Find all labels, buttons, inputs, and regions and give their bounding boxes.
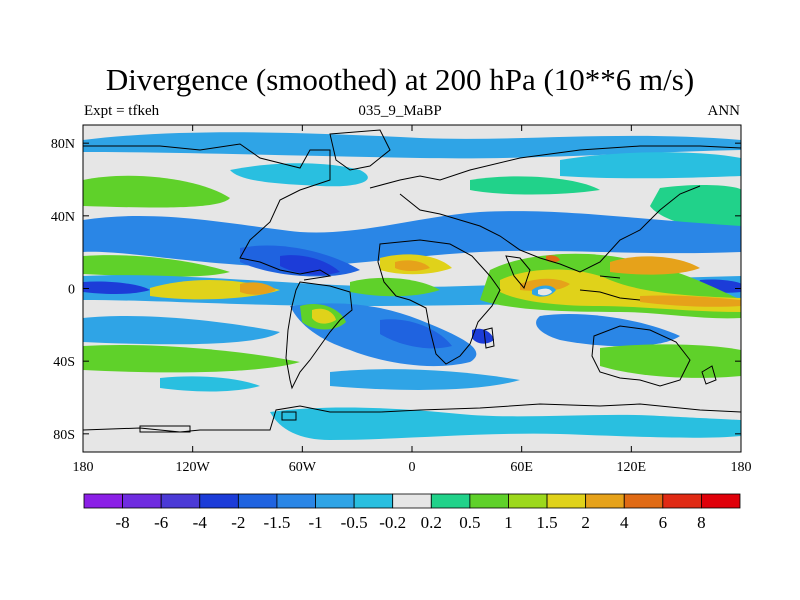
contour-band (230, 163, 368, 187)
contour-band (350, 277, 440, 297)
coastline-africa (377, 239, 501, 365)
colorbar-swatch (392, 493, 432, 509)
coastline-india (505, 255, 531, 290)
coastline-islands-south (139, 411, 297, 433)
colorbar-label: 1.5 (536, 513, 557, 532)
map-title: Divergence (smoothed) at 200 hPa (10**6 … (105, 62, 695, 97)
colorbar-label: -2 (231, 513, 245, 532)
colorbar-swatch (430, 493, 471, 509)
x-tick-label: 0 (409, 460, 416, 475)
colorbar-label: -0.5 (341, 513, 368, 532)
colorbar-label: -1 (308, 513, 322, 532)
colorbar-label: -6 (154, 513, 168, 532)
x-tick-label: 120E (617, 460, 647, 475)
colorbar-swatch (83, 493, 123, 509)
contour-band (640, 295, 741, 307)
colorbar-label: 8 (697, 513, 706, 532)
contour-band (312, 308, 336, 324)
x-tick-label: 60E (510, 460, 533, 475)
colorbar-swatch (508, 493, 548, 509)
y-tick-label: 80S (53, 428, 75, 443)
contour-band (538, 288, 552, 296)
coastline-north-america (83, 143, 332, 281)
colorbar-label: -8 (116, 513, 130, 532)
colorbar-label: -0.2 (379, 513, 406, 532)
colorbar-swatch (623, 493, 664, 509)
contour-band (520, 278, 570, 292)
contour-band (270, 407, 741, 440)
experiment-label: Expt = tfkeh (84, 103, 160, 119)
contour-band (83, 132, 741, 159)
coastline-greenland (329, 129, 391, 171)
coastline-eurasia (369, 145, 741, 273)
colorbar-swatch (662, 493, 702, 509)
contour-band (83, 281, 150, 294)
divergence-field (83, 125, 741, 452)
axis-tick-labels: 180 120W 60W 0 60E 120E 180 80N 40N 0 40S 80S (51, 137, 752, 475)
contour-band (650, 184, 741, 231)
season-label: ANN (707, 103, 741, 119)
contour-band (240, 282, 276, 295)
colorbar-label: -1.5 (263, 513, 290, 532)
y-tick-label: 40N (51, 210, 75, 225)
colorbar-swatch (546, 493, 587, 509)
contour-band (470, 176, 600, 195)
x-tick-label: 120W (176, 460, 211, 475)
colorbar: -8 -6 -4 -2 -1.5 -1 -0.5 -0.2 0.2 0.5 1 1.5 2 4 6 8 (83, 493, 741, 532)
colorbar-swatch (585, 493, 625, 509)
contour-band (560, 152, 741, 179)
y-tick-label: 0 (68, 283, 75, 298)
colorbar-label: 0.5 (459, 513, 480, 532)
contour-band (83, 344, 300, 373)
colorbar-label: 0.2 (421, 513, 442, 532)
colorbar-label: 4 (620, 513, 629, 532)
colorbar-label: 2 (581, 513, 590, 532)
contour-band (610, 256, 700, 275)
coastlines (83, 129, 741, 433)
colorbar-label: 1 (504, 513, 513, 532)
contour-band (472, 328, 494, 344)
contour-band (160, 376, 260, 392)
run-label: 035_9_MaBP (358, 103, 442, 119)
coastline-madagascar (483, 327, 495, 349)
colorbar-label: -4 (193, 513, 208, 532)
coastline-new-zealand (701, 365, 717, 385)
contour-band (380, 319, 452, 349)
colorbar-swatch (160, 493, 201, 509)
contour-band (395, 260, 430, 271)
x-tick-label: 180 (731, 460, 752, 475)
contour-band (330, 369, 520, 390)
coastline-south-america (285, 281, 353, 390)
colorbar-swatch (122, 493, 162, 509)
x-tick-label: 180 (73, 460, 94, 475)
coastline-australia (591, 325, 691, 387)
contour-band (83, 315, 280, 345)
y-tick-label: 80N (51, 137, 75, 152)
y-tick-label: 40S (53, 355, 75, 370)
colorbar-swatch (353, 493, 394, 509)
x-tick-label: 60W (289, 460, 317, 475)
colorbar-swatch (469, 493, 509, 509)
colorbar-swatch (315, 493, 355, 509)
contour-band (280, 255, 340, 275)
coastline-maritime (579, 275, 641, 301)
colorbar-swatch (237, 493, 278, 509)
colorbar-label: 6 (659, 513, 668, 532)
axis-ticks (82, 125, 742, 452)
colorbar-swatch (701, 493, 741, 509)
contour-band (83, 255, 230, 277)
contour-band (83, 175, 230, 208)
colorbar-swatch (276, 493, 316, 509)
colorbar-swatch (199, 493, 239, 509)
